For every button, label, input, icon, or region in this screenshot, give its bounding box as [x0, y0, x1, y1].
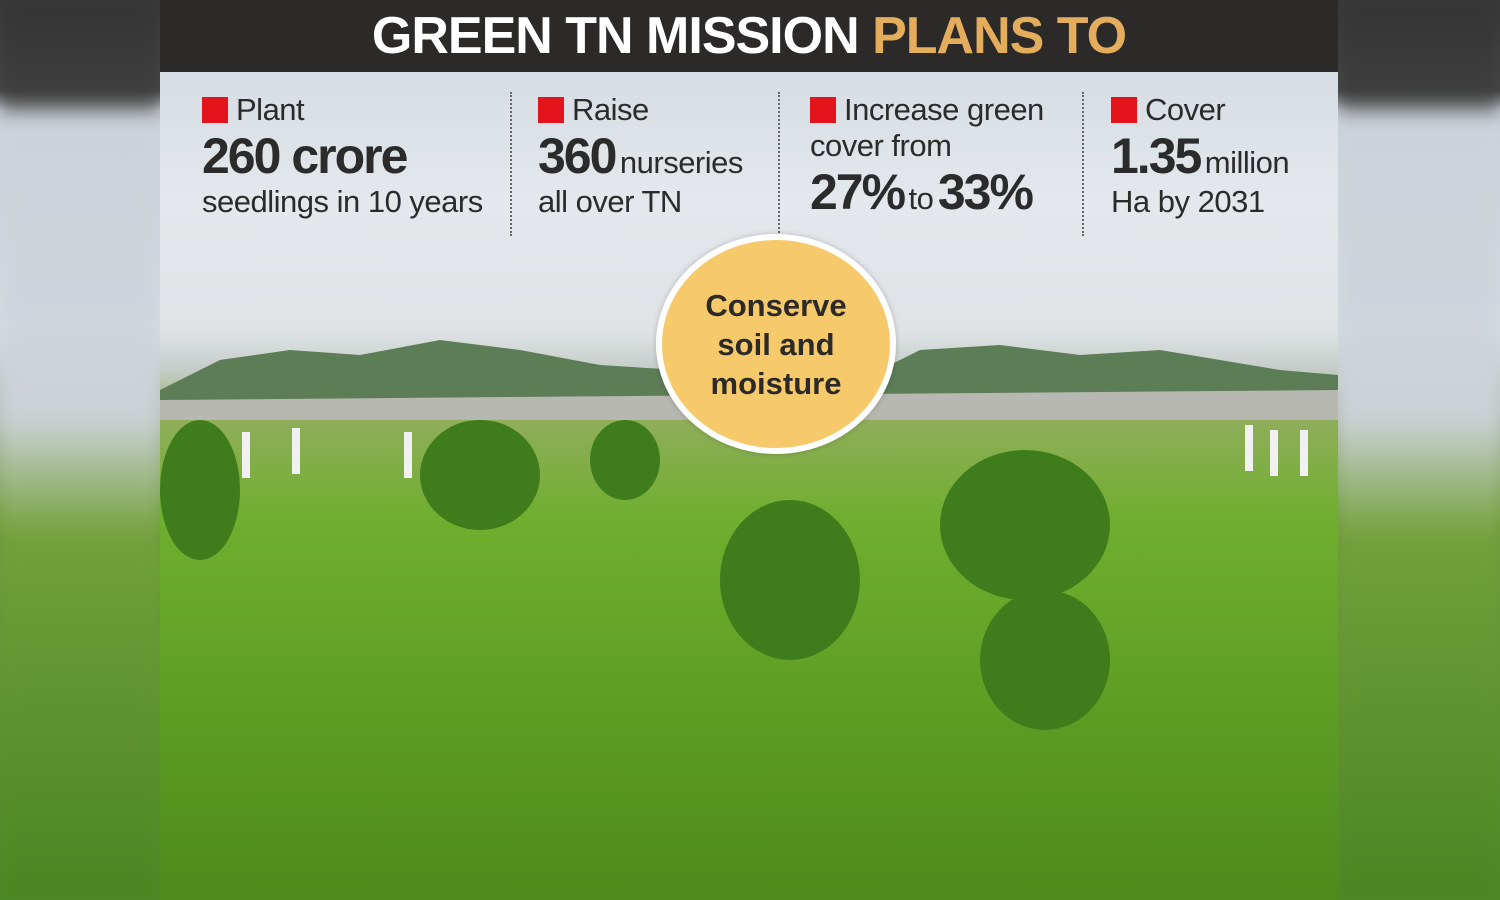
- stat-cover: Cover 1.35 million Ha by 2031: [1111, 92, 1290, 220]
- stat-green-cover: Increase green cover from 27% to 33%: [810, 92, 1044, 220]
- blurred-background-left: [0, 0, 160, 900]
- stat-label: Cover: [1145, 92, 1226, 127]
- blurred-background-right: [1338, 0, 1500, 900]
- stat-subtext: Ha by 2031: [1111, 184, 1265, 219]
- divider: [1082, 92, 1084, 236]
- stat-value: 1.35: [1111, 128, 1202, 184]
- bullet-square-icon: [538, 97, 564, 123]
- divider: [510, 92, 512, 236]
- title-accent: PLANS TO: [872, 7, 1127, 65]
- stat-value-from: 27%: [810, 164, 906, 220]
- stat-value: 360: [538, 128, 617, 184]
- stat-label: Plant: [236, 92, 305, 127]
- divider: [778, 92, 780, 236]
- stat-subtext: seedlings in 10 years: [202, 184, 483, 219]
- stat-to: to: [908, 181, 934, 216]
- stat-subtext: all over TN: [538, 184, 682, 219]
- stat-line2: cover from: [810, 128, 952, 163]
- bullet-square-icon: [810, 97, 836, 123]
- bullet-square-icon: [1111, 97, 1137, 123]
- bullet-square-icon: [202, 97, 228, 123]
- stat-value-to: 33%: [937, 164, 1034, 220]
- stat-unit: million: [1204, 145, 1290, 180]
- callout-text: Conserve soil and moisture: [705, 287, 847, 401]
- stat-value: 260 crore: [202, 128, 408, 184]
- page-title: GREEN TN MISSION PLANS TO: [160, 0, 1338, 72]
- stat-label: Increase green: [844, 92, 1044, 127]
- stat-raise: Raise 360 nurseries all over TN: [538, 92, 743, 220]
- callout-circle: Conserve soil and moisture: [656, 234, 896, 454]
- stat-plant: Plant 260 crore seedlings in 10 years: [202, 92, 483, 220]
- stat-unit: nurseries: [619, 145, 744, 180]
- title-white: GREEN TN MISSION: [371, 7, 860, 65]
- stat-label: Raise: [572, 92, 649, 127]
- infographic-panel: GREEN TN MISSION PLANS TO Plant 260 cror…: [160, 0, 1338, 900]
